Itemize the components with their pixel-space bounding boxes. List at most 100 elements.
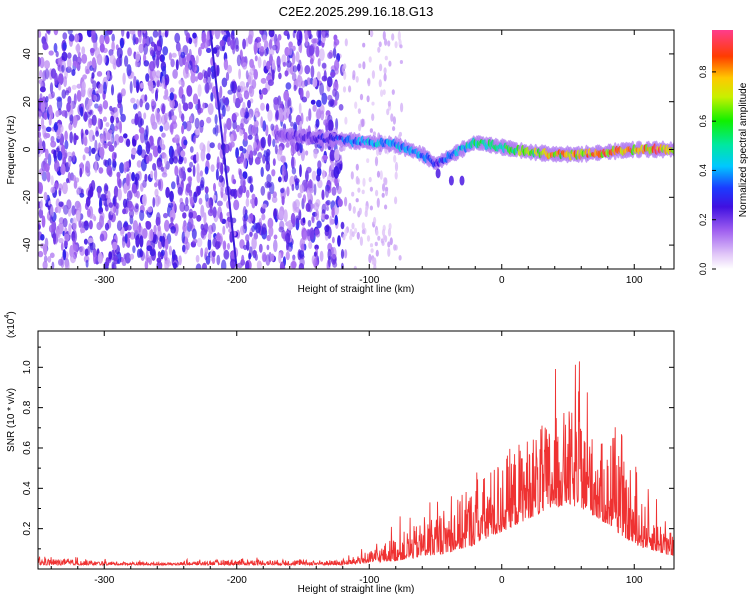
noise-speckle [38, 250, 44, 258]
noise-speckle [112, 241, 118, 251]
noise-speckle [137, 30, 141, 38]
noise-speckle [129, 253, 135, 260]
sparse-speckle [344, 249, 348, 259]
noise-speckle [211, 256, 216, 264]
noise-speckle [187, 176, 193, 183]
sparse-speckle [366, 158, 370, 164]
noise-speckle [285, 142, 290, 148]
noise-speckle [136, 225, 141, 234]
snr-scale-exp: 4 [4, 315, 11, 319]
noise-speckle [255, 222, 261, 234]
noise-speckle [91, 147, 96, 154]
noise-speckle [241, 148, 247, 154]
noise-speckle [229, 258, 236, 269]
noise-speckle [253, 69, 258, 80]
noise-speckle [187, 167, 192, 173]
noise-speckle [296, 63, 301, 72]
colorbar-tick-label: 0.2 [698, 213, 708, 226]
sparse-speckle [394, 196, 398, 205]
noise-speckle [260, 77, 267, 84]
noise-speckle [261, 203, 268, 209]
noise-speckle [227, 64, 232, 74]
noise-speckle [327, 119, 334, 132]
noise-speckle [67, 52, 72, 59]
noise-speckle [106, 70, 110, 81]
noise-speckle [265, 254, 271, 266]
noise-speckle [71, 205, 76, 216]
noise-speckle [200, 247, 204, 258]
noise-speckle [316, 108, 322, 120]
noise-speckle [291, 156, 295, 170]
noise-speckle [126, 173, 130, 186]
noise-speckle [248, 252, 252, 260]
noise-speckle [81, 81, 86, 91]
sparse-speckle [368, 56, 372, 63]
noise-speckle [38, 224, 41, 230]
noise-speckle [99, 134, 105, 144]
noise-speckle [171, 115, 177, 121]
snr-frame [37, 330, 675, 570]
noise-speckle [67, 157, 72, 168]
noise-speckle [152, 30, 159, 38]
noise-speckle [98, 83, 104, 94]
noise-speckle [198, 46, 202, 57]
sparse-speckle [367, 77, 371, 87]
noise-speckle [130, 97, 136, 104]
noise-speckle [52, 231, 57, 245]
noise-speckle [262, 120, 267, 132]
noise-speckle [114, 125, 119, 132]
noise-speckle [67, 30, 73, 35]
noise-speckle [55, 110, 60, 118]
noise-speckle [179, 201, 186, 213]
noise-speckle [47, 256, 52, 263]
noise-speckle [159, 138, 165, 149]
noise-speckle [245, 37, 249, 47]
sparse-speckle [392, 116, 396, 125]
noise-speckle [316, 167, 322, 177]
noise-speckle [245, 234, 250, 242]
x-tick-label: -100 [359, 275, 379, 286]
noise-speckle [291, 142, 297, 155]
noise-speckle [67, 57, 72, 69]
noise-speckle [340, 221, 345, 230]
noise-speckle [71, 84, 77, 90]
noise-speckle [324, 214, 329, 220]
noise-speckle [155, 70, 161, 79]
noise-speckle [317, 160, 322, 170]
noise-speckle [124, 233, 128, 244]
sparse-speckle [393, 244, 397, 251]
sparse-speckle [352, 206, 356, 214]
noise-speckle [306, 166, 312, 174]
noise-speckle [189, 161, 194, 168]
noise-speckle [91, 57, 96, 69]
noise-speckle [114, 152, 117, 159]
sparse-speckle [376, 170, 381, 178]
noise-speckle [238, 93, 243, 100]
noise-speckle [206, 47, 212, 54]
noise-speckle [200, 42, 205, 50]
noise-speckle [157, 179, 162, 190]
sparse-speckle [368, 253, 372, 264]
snr-scale-close: ) [6, 311, 17, 314]
noise-speckle [62, 32, 68, 40]
noise-speckle [90, 30, 96, 36]
noise-speckle [270, 253, 275, 262]
sparse-speckle [353, 265, 357, 269]
noise-speckle [99, 211, 105, 221]
sparse-speckle [385, 186, 389, 192]
noise-speckle [331, 186, 337, 196]
noise-speckle [281, 155, 286, 164]
noise-speckle [281, 231, 286, 240]
noise-speckle [298, 102, 302, 115]
noise-speckle [136, 149, 142, 155]
noise-speckle [205, 255, 211, 265]
noise-speckle [290, 212, 296, 225]
noise-speckle [284, 70, 289, 77]
noise-speckle [123, 182, 128, 194]
noise-speckle [42, 260, 48, 269]
noise-speckle [79, 167, 83, 178]
noise-speckle [295, 51, 300, 63]
noise-speckle [183, 156, 187, 164]
noise-speckle [182, 212, 187, 219]
noise-speckle [129, 81, 133, 94]
